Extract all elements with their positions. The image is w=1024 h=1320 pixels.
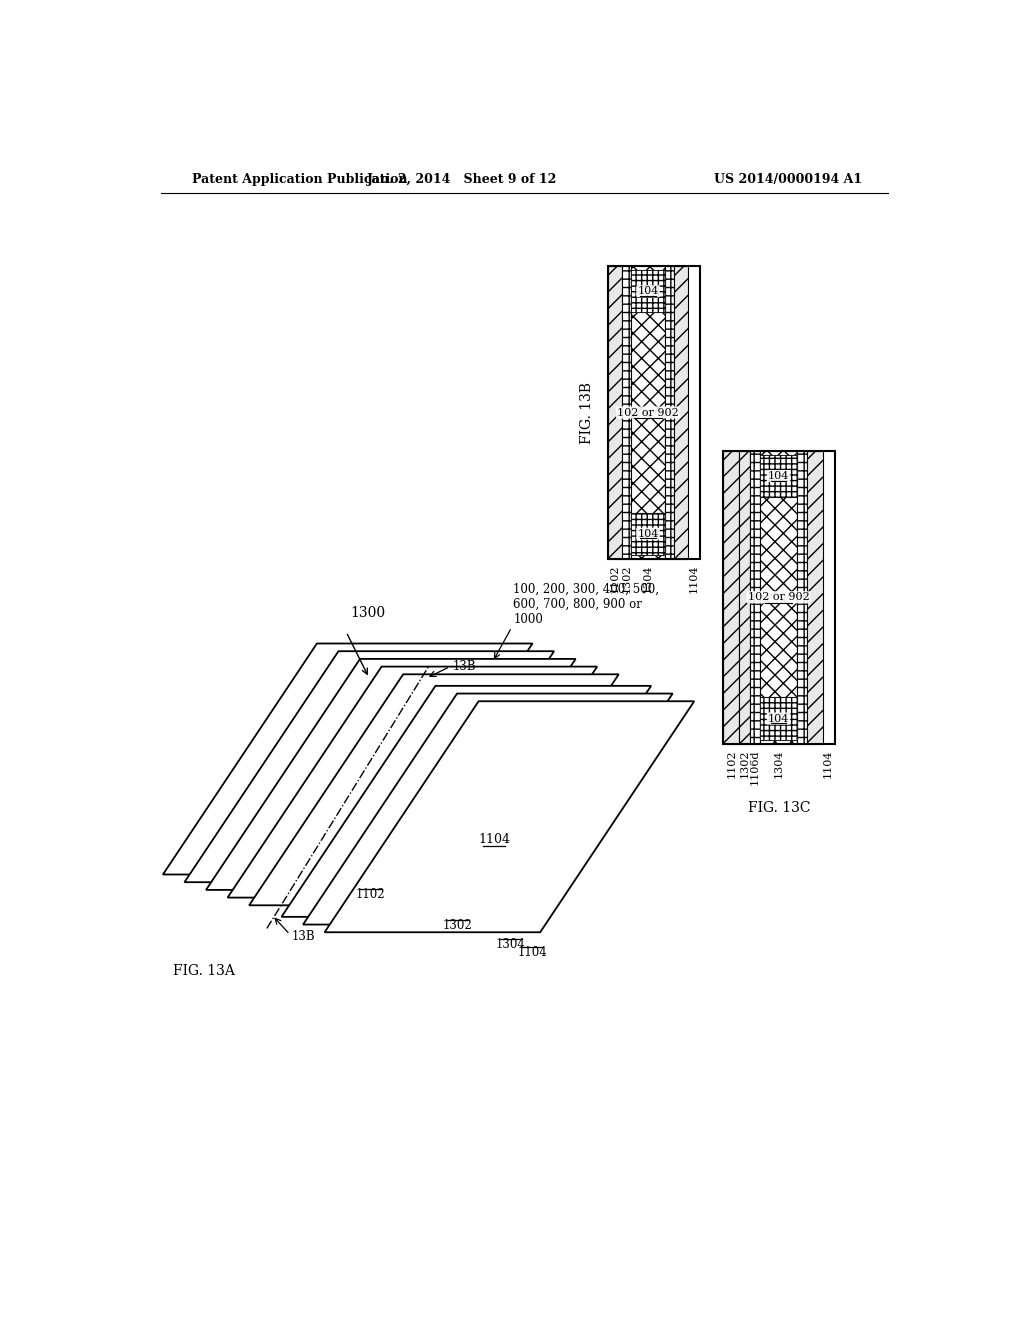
Bar xyxy=(724,451,739,743)
Text: 13B: 13B xyxy=(292,929,315,942)
Bar xyxy=(750,451,760,743)
Text: 102 or 902: 102 or 902 xyxy=(748,593,809,602)
Bar xyxy=(608,267,622,558)
Bar xyxy=(622,267,631,558)
Polygon shape xyxy=(227,667,597,898)
Bar xyxy=(631,271,665,313)
Text: FIG. 13C: FIG. 13C xyxy=(749,801,811,816)
Text: FIG. 13A: FIG. 13A xyxy=(173,964,234,978)
Text: 1102: 1102 xyxy=(356,888,386,902)
Polygon shape xyxy=(249,675,618,906)
Text: 1104: 1104 xyxy=(822,750,833,779)
Text: Jan. 2, 2014   Sheet 9 of 12: Jan. 2, 2014 Sheet 9 of 12 xyxy=(367,173,557,186)
Bar xyxy=(608,267,700,558)
Text: 104: 104 xyxy=(768,471,790,480)
Text: 1302: 1302 xyxy=(442,919,472,932)
Bar xyxy=(631,267,665,558)
Text: 104: 104 xyxy=(637,529,658,539)
Text: 104: 104 xyxy=(637,286,658,296)
Bar xyxy=(760,455,798,498)
Text: 13B: 13B xyxy=(453,660,476,673)
Text: US 2014/0000194 A1: US 2014/0000194 A1 xyxy=(714,173,862,186)
Text: 1304: 1304 xyxy=(773,750,783,779)
Text: 1102: 1102 xyxy=(610,565,620,594)
Text: 1104: 1104 xyxy=(478,833,510,846)
Bar xyxy=(807,451,823,743)
Text: 1304: 1304 xyxy=(496,939,526,952)
Text: 1304: 1304 xyxy=(457,825,488,838)
Polygon shape xyxy=(303,693,673,924)
Text: 104: 104 xyxy=(768,714,790,723)
Text: 1302: 1302 xyxy=(739,750,750,779)
Bar xyxy=(798,451,807,743)
Polygon shape xyxy=(206,659,575,890)
Text: 1104: 1104 xyxy=(688,565,698,594)
Text: 1300: 1300 xyxy=(350,606,385,620)
Bar xyxy=(760,697,798,739)
Bar xyxy=(631,512,665,554)
Polygon shape xyxy=(163,644,532,875)
Bar xyxy=(631,512,665,554)
Bar xyxy=(739,451,750,743)
Text: 100, 200, 300, 400, 500,
600, 700, 800, 900 or
1000: 100, 200, 300, 400, 500, 600, 700, 800, … xyxy=(513,583,659,626)
Bar xyxy=(631,271,665,313)
Text: 1102: 1102 xyxy=(316,776,348,788)
Text: 102 or 902: 102 or 902 xyxy=(617,408,679,417)
Text: 1106d: 1106d xyxy=(750,750,760,785)
Text: Patent Application Publication: Patent Application Publication xyxy=(193,173,408,186)
Text: 1302: 1302 xyxy=(622,565,632,594)
Bar xyxy=(674,267,688,558)
Bar xyxy=(665,267,674,558)
Text: 1304: 1304 xyxy=(643,565,653,594)
Bar xyxy=(760,697,798,739)
Bar xyxy=(724,451,836,743)
Polygon shape xyxy=(184,651,554,882)
Bar xyxy=(760,455,798,498)
Bar xyxy=(760,451,798,743)
Text: FIG. 13B: FIG. 13B xyxy=(581,381,594,444)
Polygon shape xyxy=(325,701,694,932)
Polygon shape xyxy=(282,686,651,917)
Text: 1104: 1104 xyxy=(517,946,548,960)
Text: 1302: 1302 xyxy=(402,807,434,820)
Text: 1102: 1102 xyxy=(726,750,736,779)
